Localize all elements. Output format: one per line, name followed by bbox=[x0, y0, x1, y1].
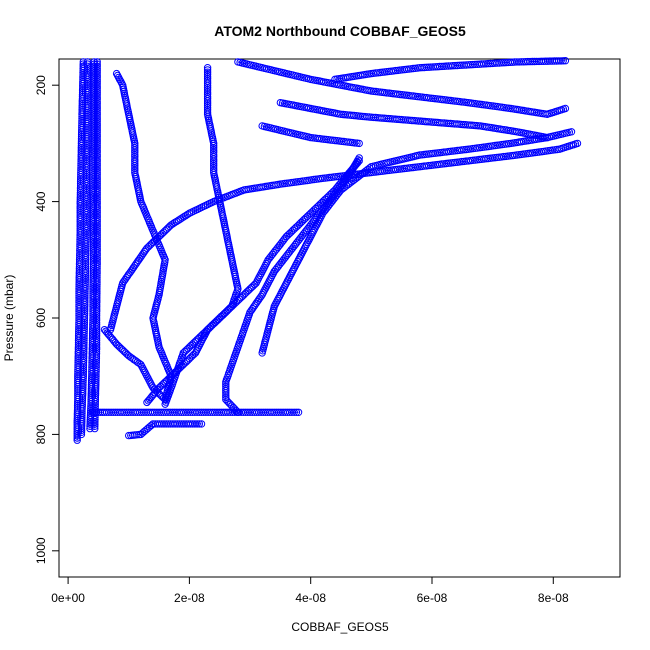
data-point bbox=[351, 161, 359, 170]
y-tick-label: 800 bbox=[34, 424, 48, 444]
data-point bbox=[543, 133, 551, 142]
data-point bbox=[203, 64, 212, 72]
data-series bbox=[91, 58, 101, 433]
data-point bbox=[143, 372, 151, 380]
data-point bbox=[559, 57, 567, 65]
data-point bbox=[350, 163, 358, 171]
x-tick-label: 4e-08 bbox=[295, 591, 326, 605]
data-point bbox=[257, 292, 265, 301]
data-point bbox=[312, 223, 320, 231]
series-line bbox=[110, 142, 578, 330]
data-point bbox=[353, 157, 361, 166]
data-point bbox=[203, 68, 212, 76]
y-tick-label: 200 bbox=[34, 75, 48, 95]
data-series bbox=[258, 122, 363, 148]
data-series bbox=[77, 58, 92, 439]
data-point bbox=[469, 99, 477, 108]
data-point bbox=[567, 128, 576, 136]
data-point bbox=[355, 154, 363, 162]
data-point bbox=[307, 176, 316, 184]
y-axis: 200 400 600 800 1000 bbox=[34, 75, 60, 564]
data-series bbox=[143, 64, 242, 407]
data-series-group bbox=[73, 57, 582, 444]
series-line bbox=[334, 60, 566, 80]
data-series bbox=[258, 128, 576, 357]
data-point bbox=[173, 217, 181, 226]
data-point bbox=[93, 62, 101, 71]
data-point bbox=[169, 220, 177, 228]
data-point bbox=[548, 146, 557, 154]
data-point bbox=[178, 214, 186, 222]
data-point bbox=[557, 57, 565, 65]
series-line bbox=[164, 160, 360, 405]
data-series bbox=[106, 139, 582, 334]
data-series bbox=[73, 58, 88, 444]
y-axis-label: Pressure (mbar) bbox=[2, 275, 16, 362]
data-point bbox=[203, 66, 212, 74]
x-tick-label: 2e-08 bbox=[174, 591, 205, 605]
data-point bbox=[561, 104, 570, 113]
data-point bbox=[90, 408, 99, 416]
data-point bbox=[573, 139, 582, 148]
data-point bbox=[265, 277, 273, 285]
x-tick-label: 0e+00 bbox=[51, 591, 85, 605]
data-point bbox=[351, 139, 359, 147]
data-point bbox=[117, 77, 125, 86]
data-point bbox=[79, 58, 88, 66]
data-point bbox=[274, 294, 282, 303]
data-point bbox=[180, 213, 188, 221]
y-tick-label: 400 bbox=[34, 191, 48, 211]
data-point bbox=[171, 218, 179, 227]
data-point bbox=[93, 60, 101, 68]
data-point bbox=[354, 156, 362, 164]
data-series bbox=[88, 408, 303, 416]
data-series bbox=[125, 420, 206, 440]
data-point bbox=[151, 420, 159, 428]
x-axis: 0e+00 2e-08 4e-08 6e-08 8e-08 bbox=[51, 576, 569, 605]
x-tick-label: 8e-08 bbox=[538, 591, 569, 605]
data-point bbox=[183, 210, 192, 219]
data-point bbox=[283, 277, 292, 285]
data-point bbox=[469, 144, 477, 153]
data-series bbox=[276, 98, 551, 142]
y-tick-label: 1000 bbox=[34, 537, 48, 564]
data-point bbox=[125, 431, 133, 440]
y-tick-label: 600 bbox=[34, 308, 48, 328]
data-series bbox=[234, 58, 570, 119]
x-tick-label: 6e-08 bbox=[417, 591, 448, 605]
chart-title: ATOM2 Northbound COBBAF_GEOS5 bbox=[214, 23, 466, 39]
data-point bbox=[352, 159, 360, 168]
data-point bbox=[112, 69, 121, 78]
series-line bbox=[104, 73, 172, 401]
data-series bbox=[100, 69, 175, 404]
data-point bbox=[88, 408, 97, 416]
data-point bbox=[93, 58, 101, 66]
data-series bbox=[331, 57, 570, 84]
data-point bbox=[174, 216, 183, 224]
data-point bbox=[92, 408, 101, 416]
data-point bbox=[561, 57, 570, 65]
data-point bbox=[79, 60, 87, 68]
data-point bbox=[79, 62, 87, 71]
data-point bbox=[355, 139, 363, 148]
x-axis-label: COBBAF_GEOS5 bbox=[291, 620, 389, 634]
